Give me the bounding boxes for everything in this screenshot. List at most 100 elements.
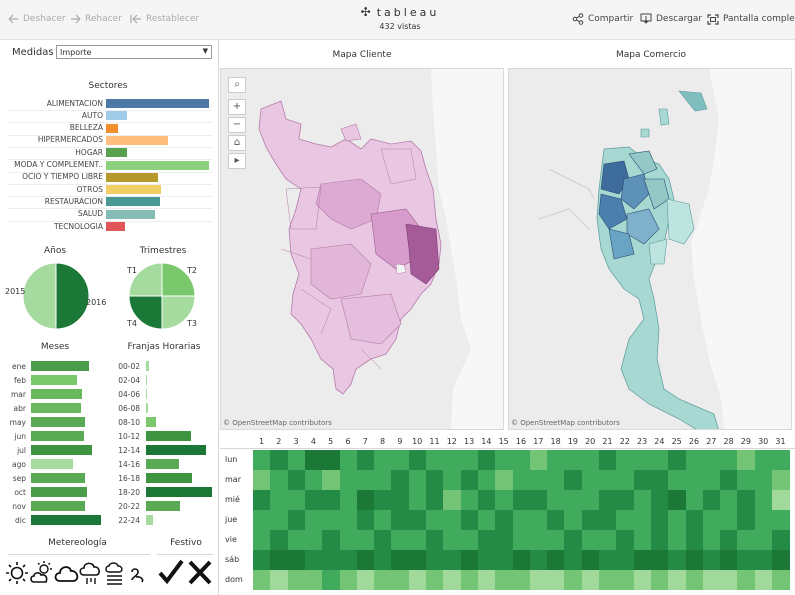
heatmap-cell[interactable] — [270, 490, 288, 510]
heatmap-cell[interactable] — [772, 490, 790, 510]
heatmap-cell[interactable] — [322, 530, 340, 550]
heatmap-cell[interactable] — [287, 510, 306, 530]
heatmap-cell[interactable] — [408, 550, 427, 570]
heatmap-cell[interactable] — [477, 450, 496, 470]
heatmap-cell[interactable] — [616, 530, 634, 550]
heatmap-cell[interactable] — [322, 550, 340, 570]
heatmap-cell[interactable] — [650, 510, 669, 530]
heatmap-cell[interactable] — [356, 530, 375, 550]
zoom-out-icon[interactable]: − — [228, 117, 246, 133]
rain-icon[interactable] — [79, 560, 103, 586]
heatmap-cell[interactable] — [374, 510, 392, 530]
heatmap-cell[interactable] — [650, 570, 669, 590]
heatmap-cell[interactable] — [754, 570, 773, 590]
heatmap-cell[interactable] — [426, 550, 444, 570]
heatmap-cell[interactable] — [737, 470, 755, 490]
heatmap-cell[interactable] — [512, 470, 530, 490]
share-button[interactable]: Compartir — [572, 11, 633, 27]
mapa-comercio[interactable]: © OpenStreetMap contributors — [508, 68, 792, 430]
heatmap-cell[interactable] — [668, 490, 686, 510]
heatmap-cell[interactable] — [287, 470, 306, 490]
heatmap-cell[interactable] — [287, 450, 306, 470]
heatmap-cell[interactable] — [702, 570, 721, 590]
heatmap-cell[interactable] — [564, 490, 582, 510]
sector-bar[interactable] — [106, 160, 209, 170]
heatmap-cell[interactable] — [633, 530, 652, 550]
heatmap-cell[interactable] — [339, 570, 357, 590]
anios-slice[interactable] — [22, 262, 57, 330]
heatmap-cell[interactable] — [443, 510, 461, 530]
month-bar[interactable] — [31, 445, 92, 455]
franja-bar[interactable] — [146, 403, 148, 413]
heatmap-cell[interactable] — [477, 510, 496, 530]
heatmap-cell[interactable] — [391, 550, 409, 570]
franja-bar[interactable] — [146, 487, 212, 497]
heatmap-cell[interactable] — [339, 510, 357, 530]
heatmap-cell[interactable] — [287, 570, 306, 590]
heatmap-cell[interactable] — [253, 530, 271, 550]
heatmap-cell[interactable] — [581, 490, 600, 510]
franja-bar[interactable] — [146, 431, 191, 441]
heatmap-cell[interactable] — [772, 530, 790, 550]
heatmap-cell[interactable] — [253, 490, 271, 510]
heatmap-cell[interactable] — [495, 570, 513, 590]
heatmap-cell[interactable] — [495, 510, 513, 530]
heatmap-cell[interactable] — [408, 510, 427, 530]
franja-bar[interactable] — [146, 459, 179, 469]
month-bar[interactable] — [31, 389, 83, 399]
heatmap-cell[interactable] — [408, 450, 427, 470]
heatmap-cell[interactable] — [599, 550, 617, 570]
heatmap-cell[interactable] — [270, 450, 288, 470]
heatmap-cell[interactable] — [685, 570, 703, 590]
heatmap-cell[interactable] — [495, 450, 513, 470]
franja-bar[interactable] — [146, 501, 180, 511]
zoom-in-icon[interactable]: + — [228, 99, 246, 115]
heatmap-cell[interactable] — [564, 510, 582, 530]
heatmap-cell[interactable] — [702, 510, 721, 530]
heatmap-cell[interactable] — [374, 550, 392, 570]
sector-bar[interactable] — [106, 185, 161, 195]
heatmap-cell[interactable] — [426, 530, 444, 550]
sector-bar[interactable] — [106, 148, 127, 158]
heatmap-cell[interactable] — [772, 570, 790, 590]
month-bar[interactable] — [31, 459, 73, 469]
heatmap-cell[interactable] — [529, 510, 548, 530]
heatmap-cell[interactable] — [599, 510, 617, 530]
heatmap-cell[interactable] — [426, 450, 444, 470]
heatmap-cell[interactable] — [304, 490, 323, 510]
heatmap-cell[interactable] — [443, 490, 461, 510]
trimestres-slice[interactable] — [128, 295, 163, 330]
heatmap-cell[interactable] — [495, 530, 513, 550]
heatmap-cell[interactable] — [477, 470, 496, 490]
franja-bar[interactable] — [146, 515, 153, 525]
heatmap-cell[interactable] — [668, 510, 686, 530]
heatmap-cell[interactable] — [426, 570, 444, 590]
heatmap-cell[interactable] — [720, 510, 738, 530]
heatmap-cell[interactable] — [581, 510, 600, 530]
heatmap-cell[interactable] — [529, 550, 548, 570]
wind-icon[interactable] — [128, 560, 148, 586]
heatmap-cell[interactable] — [253, 570, 271, 590]
heatmap-cell[interactable] — [754, 490, 773, 510]
trimestres-slice[interactable] — [161, 262, 196, 297]
heatmap-cell[interactable] — [322, 510, 340, 530]
heatmap-cell[interactable] — [339, 470, 357, 490]
trimestres-slice[interactable] — [161, 295, 196, 330]
heatmap-cell[interactable] — [443, 550, 461, 570]
heatmap-cell[interactable] — [754, 510, 773, 530]
heatmap-cell[interactable] — [391, 510, 409, 530]
sector-bar[interactable] — [106, 172, 158, 182]
month-bar[interactable] — [31, 515, 102, 525]
heatmap-cell[interactable] — [356, 550, 375, 570]
heatmap-cell[interactable] — [633, 450, 652, 470]
medidas-dropdown[interactable]: Importe ▼ — [56, 45, 212, 59]
heatmap-cell[interactable] — [374, 570, 392, 590]
heatmap-cell[interactable] — [564, 570, 582, 590]
map-search-icon[interactable]: ⌕ — [228, 77, 246, 93]
trimestres-slice[interactable] — [128, 262, 163, 297]
heatmap-cell[interactable] — [668, 470, 686, 490]
heatmap-cell[interactable] — [253, 470, 271, 490]
franja-bar[interactable] — [146, 361, 149, 371]
heatmap-cell[interactable] — [529, 470, 548, 490]
heatmap-cell[interactable] — [564, 470, 582, 490]
